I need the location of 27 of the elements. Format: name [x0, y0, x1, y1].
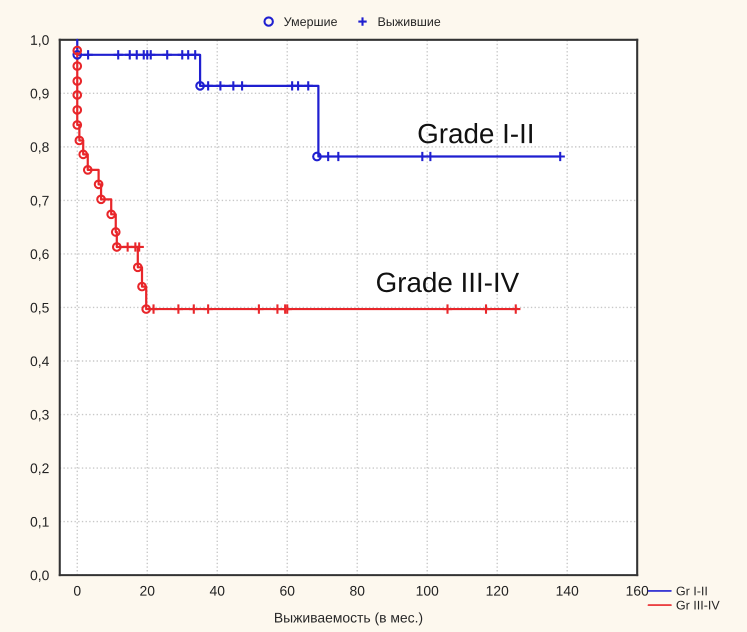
- x-tick-label: 0: [74, 586, 81, 596]
- y-tick-label: 0,9: [30, 88, 49, 100]
- legend-label: Gr III-IV: [676, 600, 720, 610]
- x-tick-label: 80: [350, 586, 364, 596]
- x-tick-label: 20: [140, 586, 154, 596]
- legend-label: Умершие: [284, 17, 337, 29]
- y-tick-label: 0,7: [30, 196, 49, 208]
- y-tick-label: 0,0: [30, 570, 49, 582]
- y-tick-label: 0,1: [30, 516, 49, 528]
- y-tick-label: 0,3: [30, 410, 49, 422]
- y-tick-label: 0,4: [30, 356, 49, 368]
- annotation: Grade I-II: [418, 123, 532, 144]
- legend-label: Выжившие: [378, 17, 440, 26]
- y-tick-label: 0,5: [30, 302, 49, 314]
- x-tick-label: 40: [210, 586, 224, 596]
- x-tick-label: 140: [556, 586, 578, 596]
- x-tick-label: 160: [626, 586, 648, 596]
- annotation: Grade III-IV: [377, 272, 520, 292]
- legend-label: Gr I-II: [676, 586, 707, 596]
- y-tick-label: 0,2: [30, 463, 49, 475]
- x-tick-label: 100: [416, 586, 438, 596]
- y-tick-label: 1,0: [31, 35, 49, 47]
- x-tick-label: 120: [486, 586, 508, 596]
- y-tick-label: 0,6: [30, 249, 49, 261]
- y-tick-label: 0,8: [30, 142, 49, 154]
- x-tick-label: 60: [280, 586, 294, 596]
- x-axis-title: Выживаемость (в мес.): [275, 612, 422, 626]
